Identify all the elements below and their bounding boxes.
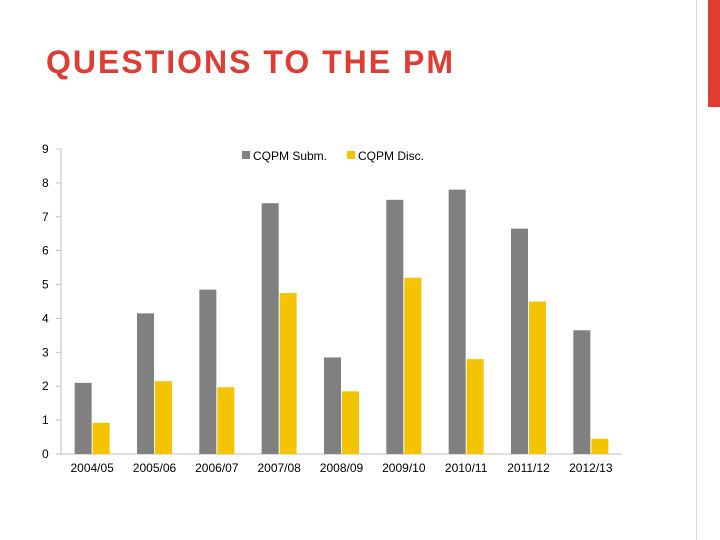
bar <box>342 391 359 454</box>
bar <box>137 313 154 454</box>
y-tick-label: 2 <box>42 379 49 393</box>
bar <box>573 330 591 454</box>
bar <box>529 301 546 454</box>
y-tick-label: 7 <box>42 210 49 224</box>
x-tick-label: 2010/11 <box>445 461 488 475</box>
accent-divider <box>696 0 697 540</box>
accent-bar <box>708 0 720 107</box>
bar <box>217 387 235 454</box>
x-tick-label: 2007/08 <box>257 461 301 475</box>
x-axis: 2004/05 2005/06 2006/07 2007/08 2008/09 2009/… <box>61 453 622 475</box>
legend-label: CQPM Disc. <box>358 149 424 163</box>
bar <box>386 199 404 454</box>
bar <box>199 289 217 454</box>
slide-title: QUESTIONS TO THE PM <box>46 44 455 80</box>
x-tick-label: 2006/07 <box>195 461 239 475</box>
bar <box>155 381 172 454</box>
y-tick-label: 4 <box>42 311 49 325</box>
bars <box>74 189 609 454</box>
x-tick-label: 2012/13 <box>569 461 613 475</box>
y-axis: 0 1 2 3 4 5 6 7 8 9 <box>42 142 62 461</box>
bar <box>511 228 528 454</box>
legend-swatch <box>242 151 250 159</box>
bar <box>448 189 466 454</box>
legend-swatch <box>347 151 355 159</box>
bar <box>279 293 297 454</box>
x-tick-label: 2005/06 <box>133 461 177 475</box>
y-tick-label: 5 <box>42 278 49 292</box>
bar <box>261 203 279 454</box>
bar <box>404 277 422 454</box>
x-tick-label: 2009/10 <box>382 461 426 475</box>
bar <box>74 382 92 454</box>
bar <box>466 359 484 454</box>
y-tick-label: 0 <box>42 447 49 461</box>
legend-label: CQPM Subm. <box>253 149 327 163</box>
x-tick-label: 2008/09 <box>320 461 364 475</box>
x-tick-label: 2011/12 <box>507 461 550 475</box>
bar <box>591 438 609 454</box>
y-tick-label: 1 <box>42 413 49 427</box>
y-tick-label: 8 <box>42 176 49 190</box>
y-tick-label: 6 <box>42 244 49 258</box>
x-tick-label: 2004/05 <box>70 461 114 475</box>
y-tick-label: 3 <box>42 345 49 359</box>
bar <box>324 357 341 454</box>
bar <box>92 422 110 454</box>
legend: CQPM Subm. CQPM Disc. <box>242 149 424 163</box>
y-tick-label: 9 <box>42 142 49 156</box>
